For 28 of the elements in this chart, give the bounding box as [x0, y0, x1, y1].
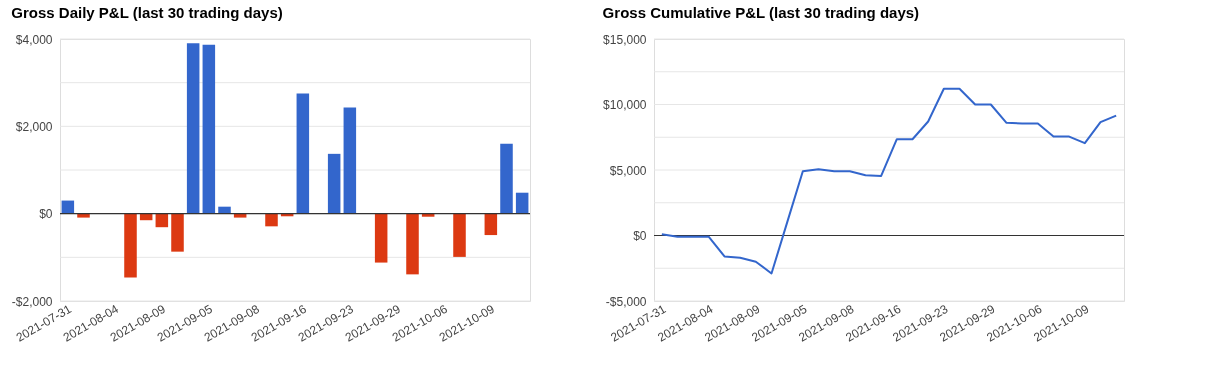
bar [202, 44, 216, 214]
y-tick-label: $2,000 [15, 119, 53, 134]
bar [265, 213, 278, 227]
y-tick-label: $0 [633, 229, 647, 243]
bar [124, 213, 137, 278]
bar [77, 213, 90, 218]
bar [515, 192, 529, 214]
bar [186, 43, 200, 214]
bar [155, 213, 169, 228]
bar [296, 93, 310, 214]
chart-title: Gross Cumulative P&L (last 30 trading days) [602, 4, 920, 21]
bar [453, 213, 466, 257]
bar [374, 213, 388, 263]
bar [484, 213, 498, 236]
bar [500, 143, 513, 214]
y-tick-label: $10,000 [603, 98, 647, 112]
line-series [660, 87, 1118, 275]
bar [406, 213, 419, 275]
bar [233, 213, 247, 218]
bar [343, 107, 357, 214]
y-tick-label: $15,000 [603, 32, 647, 47]
bar [421, 213, 435, 217]
y-tick-label: $0 [39, 207, 53, 222]
chart-title: Gross Daily P&L (last 30 trading days) [11, 4, 283, 21]
y-tick-label: $5,000 [609, 163, 647, 178]
y-tick-label: $4,000 [15, 32, 53, 47]
bar [171, 213, 184, 252]
bar [327, 153, 341, 214]
